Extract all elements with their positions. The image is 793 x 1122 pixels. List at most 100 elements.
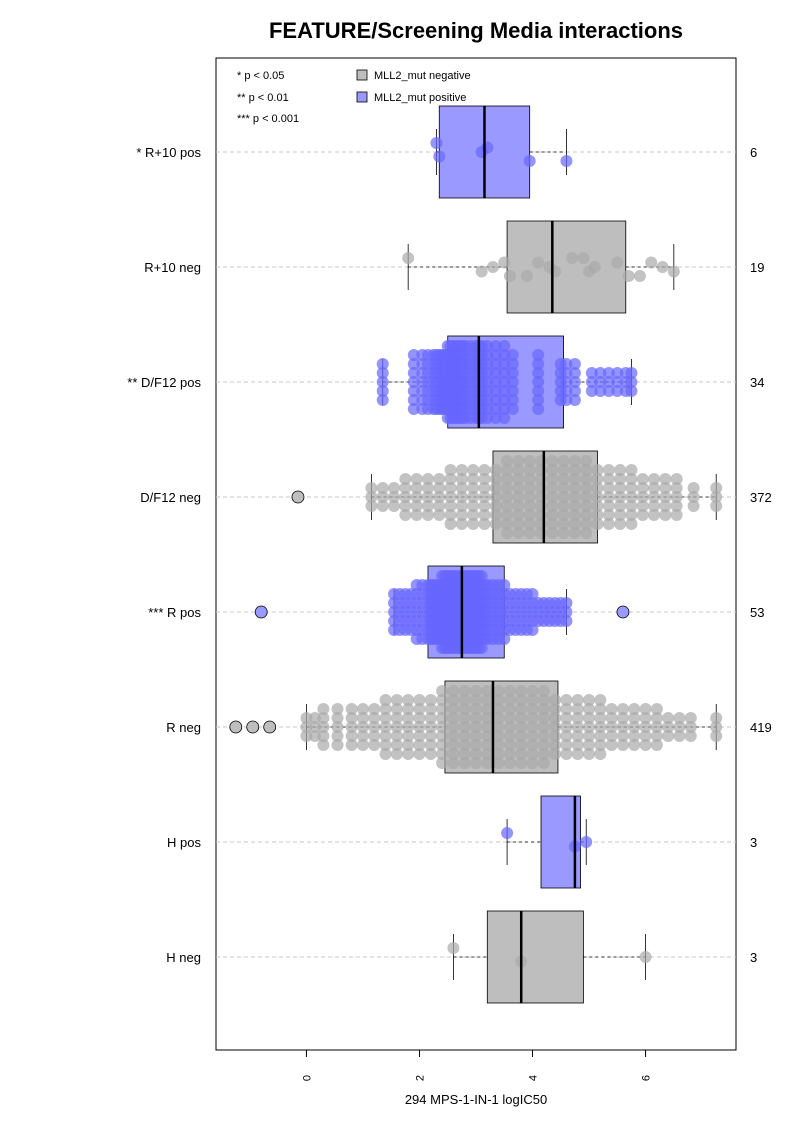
- point-r-neg: [436, 757, 449, 769]
- point-r-neg: [356, 712, 369, 724]
- point-r-neg: [571, 748, 584, 760]
- point-d-f12-pos: [489, 340, 502, 352]
- point-r-neg: [308, 721, 321, 733]
- point-d-f12-neg: [523, 491, 536, 503]
- point-r-neg: [345, 712, 358, 724]
- point-d-f12-neg: [478, 473, 491, 485]
- category-label-r-10-pos: * R+10 pos: [136, 145, 201, 160]
- point-r-neg: [492, 748, 505, 760]
- point-r-neg: [436, 703, 449, 715]
- point-d-f12-neg: [614, 518, 627, 530]
- point-r-neg: [308, 712, 321, 724]
- point-r-10-neg: [549, 265, 562, 278]
- point-d-f12-pos: [594, 376, 607, 388]
- category-label-d-f12-pos: ** D/F12 pos: [127, 375, 201, 390]
- point-d-f12-neg: [489, 473, 502, 485]
- point-d-f12-neg: [602, 509, 615, 521]
- count-label-h-neg: 3: [750, 950, 757, 965]
- point-r-neg: [492, 757, 505, 769]
- point-d-f12-neg: [557, 464, 570, 476]
- outlier-r-pos: [254, 605, 268, 619]
- point-d-f12-pos: [376, 358, 389, 370]
- point-d-f12-neg: [523, 518, 536, 530]
- point-r-neg: [390, 730, 403, 742]
- point-d-f12-pos: [594, 367, 607, 379]
- point-d-f12-neg: [478, 491, 491, 503]
- point-r-neg: [413, 739, 426, 751]
- point-d-f12-neg: [433, 500, 446, 512]
- point-r-neg: [526, 748, 539, 760]
- point-d-f12-neg: [670, 482, 683, 494]
- point-d-f12-neg: [523, 509, 536, 521]
- point-d-f12-neg: [580, 482, 593, 494]
- point-r-neg: [583, 703, 596, 715]
- point-d-f12-neg: [444, 473, 457, 485]
- point-r-neg: [458, 703, 471, 715]
- point-r-neg: [424, 721, 437, 733]
- point-d-f12-pos: [532, 394, 545, 406]
- point-d-f12-neg: [591, 473, 604, 485]
- point-d-f12-pos: [506, 367, 519, 379]
- point-r-neg: [331, 703, 344, 715]
- point-r-neg: [537, 739, 550, 751]
- point-r-neg: [424, 739, 437, 751]
- point-d-f12-neg: [670, 509, 683, 521]
- point-r-neg: [402, 703, 415, 715]
- point-r-neg: [470, 694, 482, 706]
- point-r-neg: [571, 712, 584, 724]
- point-d-f12-neg: [444, 491, 457, 503]
- point-r-neg: [594, 739, 607, 751]
- point-r-neg: [710, 721, 723, 733]
- point-r-neg: [481, 730, 494, 742]
- point-r-neg: [436, 721, 449, 733]
- point-r-neg: [413, 748, 426, 760]
- point-d-f12-neg: [568, 464, 581, 476]
- point-r-neg: [537, 757, 550, 769]
- point-r-neg: [503, 694, 516, 706]
- box-r-10-neg: [506, 220, 627, 314]
- point-d-f12-neg: [557, 482, 570, 494]
- point-d-f12-neg: [648, 473, 661, 485]
- point-d-f12-neg: [365, 491, 378, 503]
- point-r-neg: [684, 712, 697, 724]
- category-label-r-pos: *** R pos: [148, 605, 201, 620]
- point-d-f12-neg: [687, 482, 700, 494]
- plot-frame: [215, 57, 737, 1051]
- point-d-f12-pos: [407, 349, 420, 361]
- point-r-neg: [436, 694, 449, 706]
- point-r-neg: [424, 730, 437, 742]
- point-r-neg: [368, 703, 381, 715]
- point-r-neg: [317, 712, 330, 724]
- point-d-f12-neg: [455, 500, 468, 512]
- point-d-f12-neg: [512, 491, 525, 503]
- point-r-neg: [503, 685, 516, 697]
- point-d-f12-neg: [501, 509, 514, 521]
- point-d-f12-neg: [478, 482, 491, 494]
- point-r-neg: [308, 730, 321, 742]
- point-d-f12-neg: [388, 500, 401, 512]
- point-d-f12-neg: [467, 482, 480, 494]
- point-r-neg: [515, 721, 528, 733]
- point-r-neg: [605, 739, 618, 751]
- point-r-neg: [515, 703, 528, 715]
- point-d-f12-neg: [410, 482, 423, 494]
- point-r-neg: [317, 730, 330, 742]
- point-r-neg: [492, 721, 505, 733]
- point-d-f12-neg: [489, 500, 502, 512]
- point-d-f12-neg: [478, 500, 491, 512]
- point-d-f12-pos: [568, 358, 581, 370]
- point-d-f12-neg: [489, 464, 502, 476]
- point-d-f12-pos: [506, 394, 519, 406]
- point-r-10-neg: [667, 265, 680, 278]
- point-d-f12-neg: [625, 518, 638, 530]
- point-d-f12-pos: [481, 358, 494, 370]
- point-d-f12-pos: [602, 376, 615, 388]
- point-r-neg: [650, 721, 663, 733]
- point-r-neg: [345, 721, 358, 733]
- point-d-f12-neg: [568, 509, 581, 521]
- point-d-f12-pos: [568, 385, 581, 397]
- point-d-f12-neg: [512, 518, 525, 530]
- x-axis-label: 294 MPS-1-IN-1 logIC50: [405, 1092, 547, 1107]
- point-d-f12-neg: [501, 518, 514, 530]
- point-d-f12-neg: [625, 491, 638, 503]
